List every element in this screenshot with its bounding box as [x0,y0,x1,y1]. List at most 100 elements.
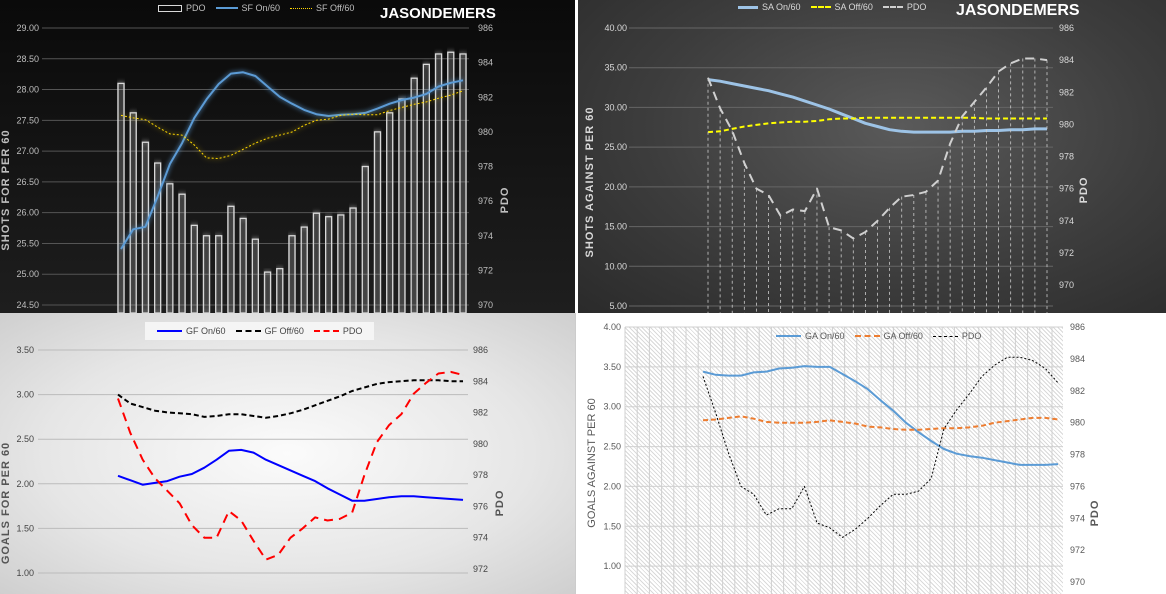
y2-tick-label: 984 [1070,354,1085,364]
y-tick-label: 26.50 [16,177,39,187]
y2-tick-label: 976 [1059,184,1074,194]
pdo-bar [288,235,296,313]
y-tick-label: 2.50 [16,434,34,444]
y-tick-label: 25.00 [604,142,627,152]
pdo-bar [129,112,137,313]
y-tick-label: 2.00 [16,479,34,489]
y2-tick-label: 980 [478,127,493,137]
legend-label: PDO [342,326,363,336]
pdo-bar [434,53,443,313]
y-tick-label: 28.00 [16,85,39,95]
watermark: JASONDEMERS [380,5,496,22]
y2-tick-label: 974 [478,231,493,241]
goals-against-plot: 1.00 1.50 2.00 2.50 3.00 3.50 4.00 970 972 974 976… [603,322,1085,594]
pdo-bar [373,131,382,313]
y2-tick-label: 980 [1070,418,1085,428]
legend: PDO SF On/60 SF Off/60 [158,3,354,13]
shots-against-plot: 5.00 10.00 15.00 20.00 25.00 30.00 35.00 40.00 9… [604,23,1074,316]
y2-tick-label: 972 [1059,248,1074,258]
y2-tick-label: 976 [1070,481,1085,491]
legend-item-pdo: PDO [158,3,206,13]
y-tick-label: 1.00 [16,568,34,578]
y2-tick-label: 972 [1070,545,1085,555]
legend-swatch [215,7,238,9]
y-tick-label: 27.50 [16,115,39,125]
y-tick-label: 4.00 [603,322,621,332]
pdo-bar [312,212,321,313]
y2-tick-label: 982 [473,408,488,418]
series-line-pdo [702,356,1059,538]
legend-swatch [882,6,903,8]
legend-swatch [157,330,182,332]
y-tick-label: 5.00 [609,301,627,311]
y2-tick-label: 970 [478,300,493,310]
legend-item-off: SA Off/60 [810,2,873,12]
y2-tick-label: 980 [1059,119,1074,129]
legend-label: SA Off/60 [834,2,873,12]
y2-tick-label: 976 [478,196,493,206]
pdo-bar [190,224,198,313]
y2-axis-title: PDO [1078,176,1090,204]
y-tick-label: 28.50 [16,54,39,64]
pdo-bar [300,226,308,313]
y-tick-label: 20.00 [604,182,627,192]
pdo-bar [251,238,260,313]
y2-tick-label: 986 [1070,322,1085,332]
y2-tick-label: 978 [1059,152,1074,162]
legend: GF On/60 GF Off/60 PDO [145,322,375,340]
legend-item-pdo: PDO [882,2,927,12]
y-tick-label: 25.00 [16,269,39,279]
y-tick-label: 26.00 [16,208,39,218]
y-tick-label: 1.50 [16,523,34,533]
y2-tick-label: 974 [1070,513,1085,523]
legend-item-off: GF Off/60 [235,326,304,336]
y-tick-label: 29.00 [16,23,39,33]
y-tick-label: 3.00 [16,390,34,400]
series-line-pdo [117,370,464,561]
legend-swatch [776,335,801,337]
y-tick-label: 25.50 [16,238,39,248]
pdo-bar [337,214,345,313]
y2-axis-title: PDO [499,186,511,214]
legend-swatch [854,335,880,337]
y-tick-label: 10.00 [604,261,627,271]
series-line-gf-off-60 [117,379,463,419]
y-axis-title: SHOTS AGAINST PER 60 [584,106,596,258]
goals-for-plot: 1.00 1.50 2.00 2.50 3.00 3.50 972 974 976 978 980 9… [16,345,488,578]
shots-for-plot: 24.50 25.00 25.50 26.00 26.50 27.00 27.50 28.00… [16,23,493,313]
series-line-ga-on-60 [702,365,1059,466]
goals-against-chart: 1.00 1.50 2.00 2.50 3.00 3.50 4.00 970 972 974 976… [575,313,1166,594]
y2-tick-label: 970 [1059,280,1074,290]
pdo-bar [324,216,333,313]
y2-tick-label: 982 [1059,87,1074,97]
legend-swatch [235,330,261,332]
pdo-bar [410,77,418,313]
legend-item-on: GF On/60 [157,326,226,336]
y2-tick-label: 982 [478,92,493,102]
pdo-bar [386,112,394,313]
watermark: JASONDEMERS [956,2,1080,19]
legend-item-pdo: PDO [932,331,981,341]
pdo-bar [239,217,247,313]
y2-tick-label: 984 [1059,55,1074,65]
y2-tick-label: 978 [478,162,493,172]
pdo-bar [361,165,369,313]
series-line-pdo [707,57,1048,240]
y2-tick-label: 984 [473,376,488,386]
y2-tick-label: 986 [1059,23,1074,33]
legend-label: PDO [906,2,927,12]
y-tick-label: 3.00 [603,402,621,412]
y-tick-label: 1.50 [603,521,621,531]
y-tick-label: 40.00 [604,23,627,33]
legend-label: SF Off/60 [316,3,355,13]
y2-tick-label: 974 [1059,216,1074,226]
legend: GA On/60 GA Off/60 PDO [776,331,981,341]
y-tick-label: 24.50 [16,300,39,310]
legend-item-off: SF Off/60 [290,3,354,13]
legend-swatch [932,335,958,337]
y2-tick-label: 978 [473,470,488,480]
pdo-bar [276,267,284,313]
legend-label: GA On/60 [805,331,845,341]
pdo-bar [202,235,211,313]
y2-tick-label: 984 [478,58,493,68]
